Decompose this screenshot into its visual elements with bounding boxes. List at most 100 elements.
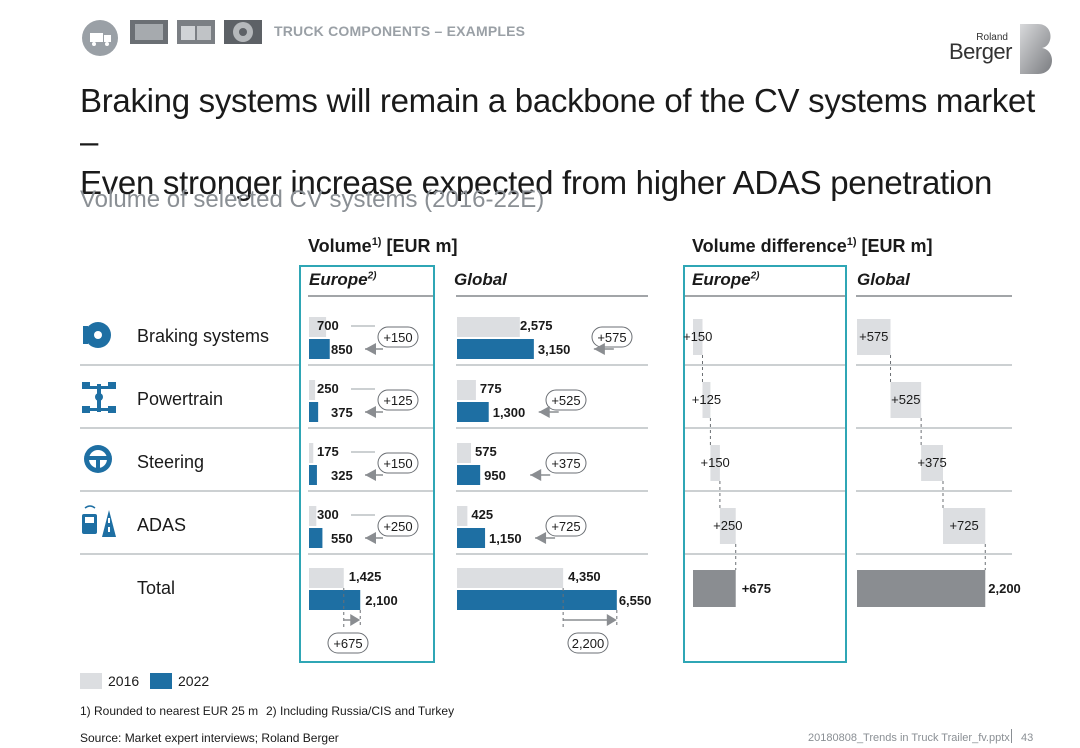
global-diff-pill-2-pill	[545, 452, 587, 474]
global-waterfall-step-label: +525	[891, 392, 920, 407]
europe-diff-pill-3-pill	[377, 515, 419, 537]
europe-bar-2016	[309, 380, 316, 400]
europe-diff-pill-3: +250	[383, 519, 412, 534]
europe-total-diff-pill	[327, 632, 369, 654]
europe-diff-pill-0-pill	[377, 326, 419, 348]
adas-icon	[82, 505, 116, 537]
logo-berger-text: Berger	[948, 39, 1013, 64]
global-bar-2016	[457, 317, 520, 337]
volume-heading-text: Volume	[308, 236, 372, 256]
global-waterfall-step-bar	[890, 382, 922, 418]
global-label-2022: 1,150	[489, 531, 522, 546]
global-waterfall-step-label: +575	[859, 329, 888, 344]
europe-diff-highlight	[683, 265, 847, 663]
row-icons	[82, 322, 116, 537]
global-diff-pill-3: +725	[551, 519, 580, 534]
global-total-diff: 2,200	[572, 636, 605, 651]
section-label: TRUCK COMPONENTS – EXAMPLES	[274, 23, 526, 39]
global-label-2022: 3,150	[538, 342, 571, 357]
row-label-total: Total	[137, 578, 176, 598]
diff-europe-text: Europe	[692, 270, 751, 289]
title-line-1: Braking systems will remain a backbone o…	[80, 82, 1035, 160]
legend-label-2016: 2016	[108, 673, 140, 689]
europe-label-2016: 700	[317, 318, 339, 333]
chart-marks: 700 850 +150 2,575 3,150 +575 250 375 +125 775 1,3…	[309, 317, 1021, 654]
europe-diff-pill-2-pill	[377, 452, 419, 474]
legend-swatch-2022	[150, 673, 172, 689]
europe-total-2022: 2,100	[365, 593, 398, 608]
global-arrow-1-head	[538, 406, 550, 418]
global-label-2016: 775	[480, 381, 502, 396]
global-waterfall-step-bar	[857, 319, 891, 355]
global-waterfall-step-label: +725	[949, 518, 978, 533]
global-label-2022: 950	[484, 468, 506, 483]
global-label-2016: 575	[475, 444, 497, 459]
europe-label-2016: 175	[317, 444, 339, 459]
europe-bar-2022	[309, 402, 319, 422]
global-diff-pill-3-pill	[545, 515, 587, 537]
footnote-2: 2) Including Russia/CIS and Turkey	[266, 704, 455, 718]
global-bar-2022	[457, 339, 534, 359]
page-number: 43	[1021, 732, 1034, 744]
chart-gridlines	[80, 265, 1012, 663]
source-note: Source: Market expert interviews; Roland…	[80, 731, 339, 745]
europe-arrow-3-head	[365, 532, 376, 544]
global-bar-2016	[457, 568, 564, 588]
page-title: Braking systems will remain a backbone o…	[80, 80, 1040, 203]
europe-waterfall-step-label: +250	[713, 518, 742, 533]
difference-heading-text: Volume difference	[692, 236, 847, 256]
global-arrow-2-head	[530, 469, 542, 481]
europe-waterfall-step-bar	[693, 319, 703, 355]
brake-icon	[83, 322, 111, 348]
diff-europe-sup: 2)	[750, 270, 760, 282]
global-waterfall-total-label: 2,200	[988, 581, 1021, 596]
truck-icon	[90, 33, 103, 42]
row-label-braking: Braking systems	[137, 326, 270, 346]
europe-waterfall-total-label: +675	[742, 581, 771, 596]
europe-diff-pill-0: +150	[383, 330, 412, 345]
global-label-2016: 2,575	[520, 318, 553, 333]
global-bar-2022	[457, 590, 617, 610]
global-diff-pill-0-pill	[591, 326, 633, 348]
difference-heading-unit: [EUR m]	[856, 236, 933, 256]
global-arrow-3-head	[535, 532, 547, 544]
global-label-2022: 1,300	[493, 405, 526, 420]
global-diff-pill-1: +525	[551, 393, 580, 408]
header-icons	[82, 20, 262, 56]
europe-label-2016: 300	[317, 507, 339, 522]
difference-heading-sup: 1)	[846, 236, 857, 248]
europe-bar-2016	[309, 317, 327, 337]
file-name: 20180808_Trends in Truck Trailer_fv.pptx	[808, 732, 1010, 744]
europe-bar-2022	[309, 590, 361, 610]
diff-global-heading: Global	[857, 270, 910, 289]
global-waterfall-step-bar	[921, 445, 943, 481]
europe-waterfall-step-bar	[719, 508, 736, 544]
roland-berger-logo	[1020, 24, 1053, 74]
global-total-diff-pill	[567, 632, 609, 654]
powertrain-icon	[82, 382, 116, 413]
europe-arrow-0-head	[365, 343, 376, 355]
global-waterfall-step-label: +375	[917, 455, 946, 470]
global-diff-pill-0: +575	[597, 330, 626, 345]
europe-bar-2022	[309, 528, 323, 548]
difference-heading: Volume difference1) [EUR m]	[692, 236, 933, 257]
global-label-2016: 425	[471, 507, 493, 522]
europe-bar-2016	[309, 443, 314, 463]
footnote-1: 1) Rounded to nearest EUR 25 m	[80, 704, 259, 718]
europe-waterfall-step-label: +150	[701, 455, 730, 470]
row-label-powertrain: Powertrain	[137, 389, 224, 409]
global-total-2016: 4,350	[568, 569, 601, 584]
steering-wheel-icon	[84, 445, 112, 473]
global-diff-pill-1-pill	[545, 389, 587, 411]
europe-label-2022: 850	[331, 342, 353, 357]
europe-waterfall-step-bar	[702, 382, 711, 418]
legend-label-2022: 2022	[178, 673, 210, 689]
volume-heading-unit: [EUR m]	[381, 236, 458, 256]
europe-waterfall-total-bar	[693, 570, 736, 607]
chart-subtitle: Volume of selected CV systems (2016-22E)	[80, 186, 545, 213]
global-waterfall-total-bar	[857, 570, 986, 607]
volume-europe-heading: Europe2)	[309, 270, 376, 290]
global-waterfall-step-bar	[942, 508, 986, 544]
global-bar-2022	[457, 528, 486, 548]
